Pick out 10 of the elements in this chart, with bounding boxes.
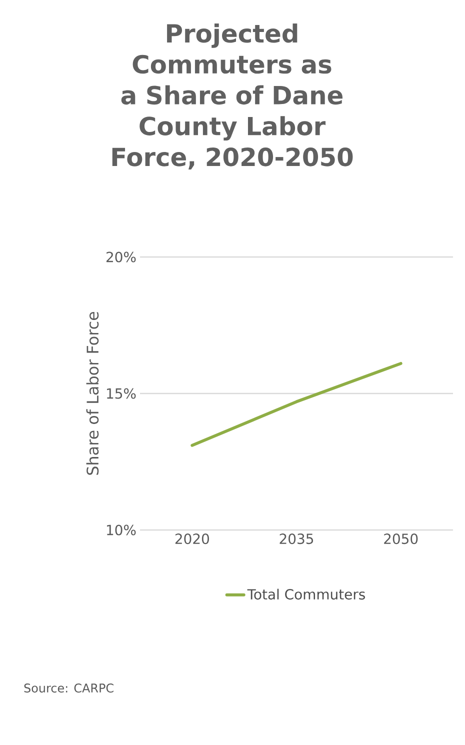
x-tick-label: 2050 xyxy=(384,534,418,544)
y-tick-label: 20% xyxy=(106,252,136,262)
y-tick-label: 10% xyxy=(107,524,136,536)
x-tick-label: 2035 xyxy=(280,534,314,544)
source-note: Source: CARPC xyxy=(24,684,114,693)
x-tick-label: 2020 xyxy=(175,534,209,544)
chart-title: Projected Commuters as a Share of Dane County Labor Force, 2020-2050 xyxy=(112,24,353,170)
y-axis-title: Share of Labor Force xyxy=(86,312,99,475)
legend-label: Total Commuters xyxy=(247,588,365,600)
y-tick-label: 15% xyxy=(107,388,136,399)
